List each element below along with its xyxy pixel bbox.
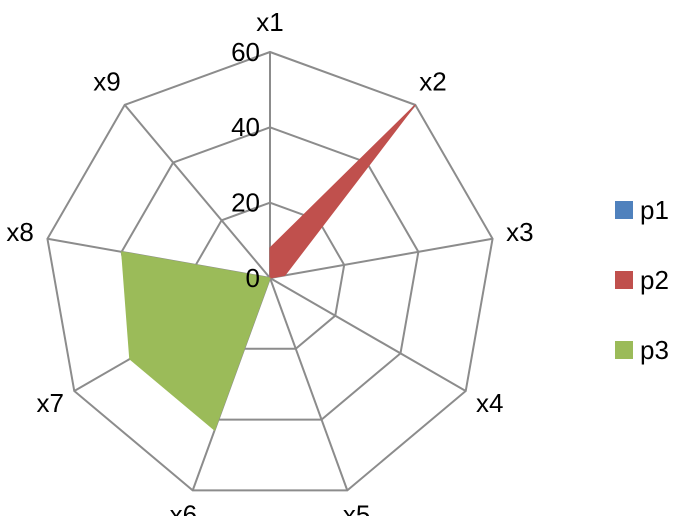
r-tick-label: 20 (231, 188, 260, 218)
grid-ring (46, 50, 494, 492)
legend-label: p1 (640, 195, 669, 225)
legend-label: p2 (640, 265, 669, 295)
legend-swatch (615, 271, 633, 289)
axis-spoke (269, 277, 467, 392)
category-label: x2 (419, 66, 446, 96)
category-label: x1 (256, 7, 283, 37)
category-label: x7 (37, 388, 64, 418)
legend-swatch (615, 201, 633, 219)
r-tick-label: 0 (246, 263, 260, 293)
axis-spoke (123, 104, 271, 279)
series-area (269, 104, 416, 279)
r-tick-label: 40 (231, 112, 260, 142)
category-label: x4 (476, 388, 503, 418)
category-label: x5 (343, 500, 370, 516)
category-label: x6 (170, 500, 197, 516)
category-label: x9 (93, 66, 120, 96)
legend-swatch (615, 341, 633, 359)
grid-ring (194, 201, 346, 350)
r-tick-label: 60 (231, 37, 260, 67)
legend-label: p3 (640, 335, 669, 365)
axis-spoke (269, 277, 349, 491)
grid-ring (120, 126, 420, 421)
axis-spoke (269, 237, 493, 279)
category-label: x3 (506, 217, 533, 247)
category-label: x8 (6, 217, 33, 247)
series-area (121, 251, 271, 432)
